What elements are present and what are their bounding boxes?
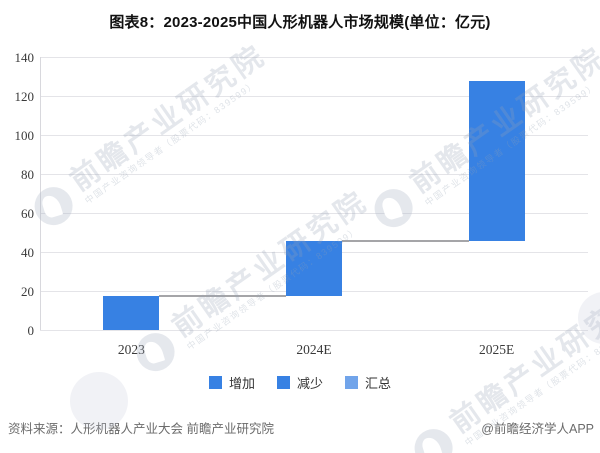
y-tick-label-140: 140 <box>14 49 35 65</box>
y-tick-label-80: 80 <box>21 166 34 182</box>
legend-label: 增加 <box>228 375 255 391</box>
legend: 增加 减少 汇总 <box>0 373 600 391</box>
bar-2025E <box>468 81 525 242</box>
gridline-60 <box>40 212 588 214</box>
y-tick-label-120: 120 <box>14 88 35 104</box>
source-note: 资料来源：人形机器人产业大会 前瞻产业研究院 <box>8 422 274 436</box>
bar-2023 <box>103 295 160 330</box>
footer: 资料来源：人形机器人产业大会 前瞻产业研究院 @前瞻经济学人APP <box>0 418 600 438</box>
credit-note: @前瞻经济学人APP <box>481 422 594 436</box>
y-tick-label-0: 0 <box>27 322 35 338</box>
x-tick-label-2024E: 2024E <box>296 342 332 357</box>
chart-title: 图表8：2023-2025中国人形机器人市场规模(单位：亿元) <box>109 14 491 31</box>
legend-label: 减少 <box>296 375 323 391</box>
gridline-100 <box>40 134 588 136</box>
legend-label: 汇总 <box>365 375 392 391</box>
y-tick-label-40: 40 <box>21 244 34 260</box>
legend-item-2: 减少 <box>276 373 323 392</box>
y-tick-label-60: 60 <box>21 205 34 221</box>
connector-2023 <box>159 294 286 297</box>
legend-swatch-icon <box>208 375 222 389</box>
x-tick-label-2025E: 2025E <box>479 342 515 357</box>
connector-2024E <box>342 240 469 243</box>
gridline-140 <box>40 56 588 58</box>
gridline-120 <box>40 95 588 97</box>
legend-item-1: 增加 <box>208 373 255 392</box>
y-tick-label-100: 100 <box>14 127 35 143</box>
legend-swatch-icon <box>345 375 358 389</box>
legend-swatch-icon <box>276 375 290 389</box>
gridline-80 <box>40 173 588 175</box>
y-axis-line <box>40 57 41 330</box>
x-tick-label-2023: 2023 <box>117 342 145 357</box>
bar-2024E <box>286 241 342 296</box>
gridline-0 <box>40 329 588 331</box>
legend-item-3: 汇总 <box>345 373 391 392</box>
y-tick-label-20: 20 <box>21 283 34 299</box>
